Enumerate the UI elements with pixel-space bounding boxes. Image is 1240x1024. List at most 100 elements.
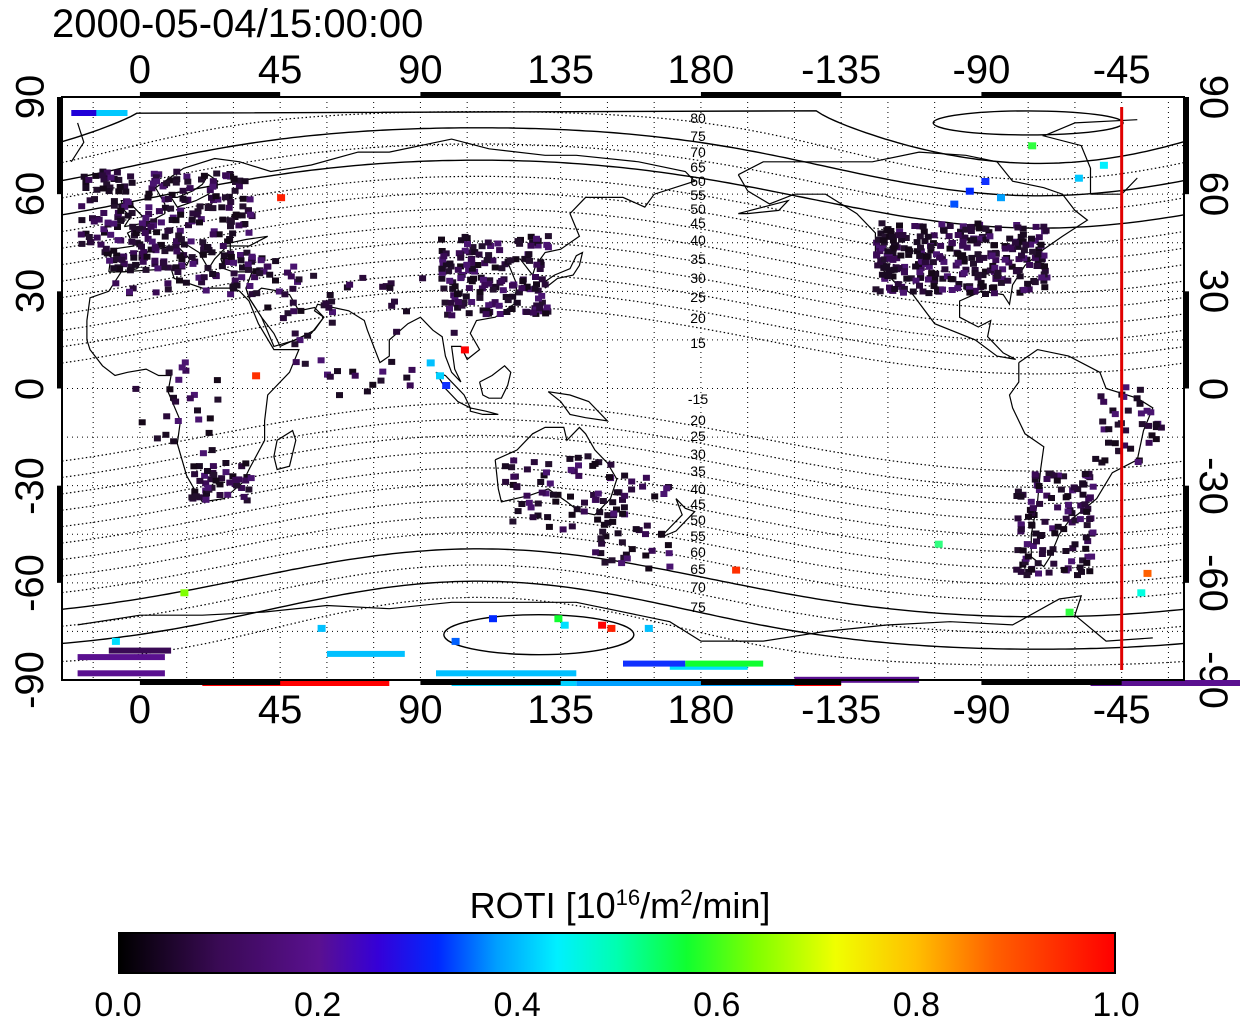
data-cell bbox=[595, 459, 603, 466]
data-cell bbox=[894, 232, 902, 239]
data-cell bbox=[1006, 235, 1014, 242]
data-cell bbox=[145, 204, 153, 211]
data-cell bbox=[128, 179, 136, 186]
data-cell bbox=[527, 233, 535, 240]
data-cell bbox=[346, 281, 354, 288]
contour-label: 45 bbox=[690, 496, 706, 512]
data-cell bbox=[485, 302, 493, 309]
x-tick-bottom-label: -90 bbox=[952, 688, 1011, 732]
contour--45 bbox=[61, 499, 1185, 569]
data-cell bbox=[1086, 516, 1094, 522]
data-cell bbox=[1081, 501, 1089, 508]
data-cell bbox=[1028, 510, 1036, 516]
data-cell bbox=[291, 330, 299, 337]
data-cell bbox=[205, 429, 213, 436]
data-cell bbox=[1111, 440, 1119, 447]
data-cell bbox=[178, 364, 186, 371]
data-cell bbox=[1015, 256, 1023, 263]
data-cell bbox=[458, 302, 466, 309]
data-cell bbox=[925, 290, 933, 297]
data-cell bbox=[110, 220, 118, 227]
data-cell bbox=[496, 247, 504, 254]
data-cell bbox=[930, 232, 938, 239]
data-cell bbox=[959, 242, 967, 249]
data-cell bbox=[568, 523, 576, 530]
data-cell bbox=[909, 288, 917, 295]
data-cell-high bbox=[934, 540, 943, 548]
data-cell bbox=[592, 496, 600, 503]
data-cell bbox=[992, 257, 1000, 264]
data-cell bbox=[1136, 386, 1144, 393]
data-cell bbox=[181, 359, 189, 366]
x-tick-top-label: -135 bbox=[801, 48, 882, 92]
data-cell bbox=[233, 482, 241, 489]
axis-bar-left bbox=[57, 97, 63, 195]
data-cell bbox=[1019, 225, 1027, 232]
data-cell bbox=[117, 217, 125, 224]
contour-label: 35 bbox=[690, 463, 706, 479]
data-cell bbox=[946, 245, 954, 252]
data-cell-high bbox=[451, 637, 460, 645]
data-cell bbox=[913, 239, 921, 246]
data-cell bbox=[1085, 470, 1093, 477]
data-cell bbox=[465, 267, 473, 274]
data-cell bbox=[504, 297, 512, 304]
data-cell bbox=[105, 188, 113, 195]
data-cell bbox=[244, 261, 252, 268]
data-cell bbox=[241, 221, 249, 227]
data-cell bbox=[175, 232, 183, 239]
contour-label: 50 bbox=[690, 512, 706, 528]
data-cell bbox=[465, 310, 473, 317]
data-cell bbox=[1016, 273, 1024, 280]
data-cell-high bbox=[277, 194, 286, 202]
data-cell bbox=[618, 539, 626, 546]
coastline-new-guinea bbox=[547, 391, 610, 422]
data-cell bbox=[152, 174, 160, 181]
data-cell bbox=[209, 271, 217, 277]
data-cell bbox=[281, 291, 289, 298]
data-cell bbox=[188, 494, 196, 501]
data-cell bbox=[658, 531, 665, 538]
data-cell bbox=[503, 309, 511, 315]
data-cell bbox=[442, 261, 450, 268]
data-cell bbox=[925, 263, 933, 270]
data-cell bbox=[260, 268, 268, 275]
data-cell bbox=[1028, 522, 1036, 529]
data-cell bbox=[107, 231, 115, 238]
data-cell bbox=[957, 255, 965, 262]
data-cell bbox=[1054, 472, 1062, 479]
data-cell bbox=[513, 299, 521, 306]
data-cell bbox=[218, 204, 226, 211]
data-cell bbox=[251, 274, 259, 281]
data-cell bbox=[912, 277, 920, 284]
data-cell bbox=[1014, 488, 1022, 495]
data-cell bbox=[1084, 553, 1092, 560]
data-cell bbox=[598, 540, 606, 547]
contour-75 bbox=[61, 111, 1185, 181]
data-cell bbox=[536, 266, 544, 272]
data-cell bbox=[959, 252, 967, 259]
data-cell bbox=[1060, 526, 1068, 533]
data-cell bbox=[508, 306, 516, 312]
data-cell bbox=[1031, 237, 1039, 244]
data-cell bbox=[489, 257, 497, 264]
data-cell bbox=[1034, 251, 1042, 258]
data-cell bbox=[454, 304, 462, 311]
data-cell bbox=[954, 250, 962, 257]
data-cell bbox=[153, 435, 161, 442]
data-cell bbox=[379, 368, 387, 375]
data-cell bbox=[204, 484, 212, 491]
colorbar-title-sup2: 2 bbox=[680, 885, 693, 910]
data-cell bbox=[510, 473, 518, 480]
data-cell bbox=[1035, 487, 1043, 493]
data-cell bbox=[924, 233, 932, 240]
data-cell bbox=[948, 240, 956, 246]
data-cell bbox=[194, 407, 201, 414]
data-cell-high bbox=[554, 615, 563, 623]
data-cell bbox=[519, 278, 527, 285]
data-cell-high bbox=[426, 359, 435, 367]
data-cell bbox=[180, 241, 188, 248]
data-cell bbox=[377, 377, 385, 384]
data-cell bbox=[514, 238, 522, 245]
data-cell bbox=[991, 264, 999, 271]
